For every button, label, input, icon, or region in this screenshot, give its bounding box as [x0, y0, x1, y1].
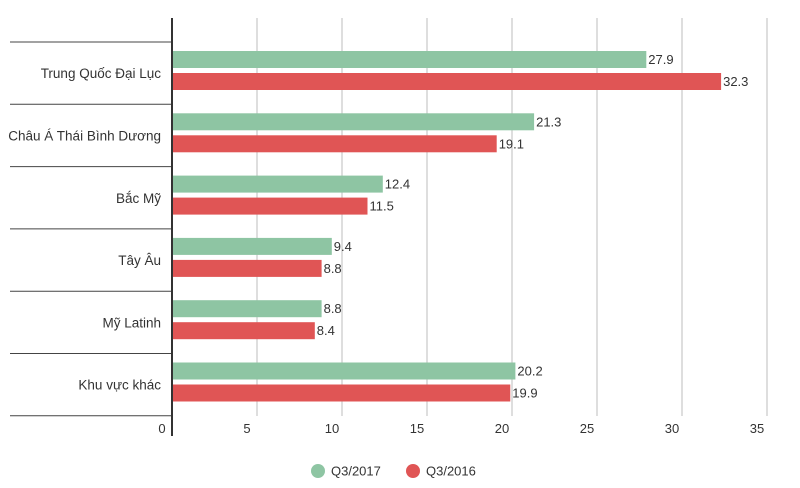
category-label-trung-quoc-dai-luc: Trung Quốc Đại Lục [41, 66, 162, 81]
category-labels: Trung Quốc Đại Lục Châu Á Thái Bình Dương… [8, 66, 162, 393]
data-label-tay-au-q3-2017: 9.4 [334, 239, 352, 254]
x-tick-labels: 0 5 10 15 20 25 30 35 [158, 421, 764, 436]
bar-my-latinh-q3-2017 [172, 300, 322, 318]
category-label-tay-au: Tây Âu [118, 253, 161, 268]
x-tick-label-10: 10 [325, 421, 339, 436]
x-tick-label-0: 0 [158, 421, 165, 436]
x-tick-label-15: 15 [410, 421, 424, 436]
data-label-my-latinh-q3-2017: 8.8 [324, 301, 342, 316]
data-label-tay-au-q3-2016: 8.8 [324, 261, 342, 276]
category-label-chau-a-thai-binh-duong: Châu Á Thái Bình Dương [8, 128, 161, 143]
bar-chau-a-thai-binh-duong-q3-2016 [172, 135, 497, 153]
bar-khu-vuc-khac-q3-2016 [172, 384, 511, 402]
data-labels: 27.9 32.3 21.3 19.1 12.4 11.5 9.4 8.8 8.8 8.4 20.2… [317, 52, 749, 401]
bar-chau-a-thai-binh-duong-q3-2017 [172, 113, 535, 131]
bar-trung-quoc-dai-luc-q3-2016 [172, 73, 722, 90]
data-label-chau-a-thai-binh-duong-q3-2017: 21.3 [536, 114, 561, 129]
legend: Q3/2017 Q3/2016 [311, 464, 476, 479]
category-label-bac-my: Bắc Mỹ [116, 191, 161, 206]
bar-tay-au-q3-2016 [172, 259, 322, 277]
category-label-my-latinh: Mỹ Latinh [102, 315, 161, 330]
legend-marker-q3-2016 [406, 464, 420, 478]
bar-bac-my-q3-2016 [172, 197, 368, 215]
bar-khu-vuc-khac-q3-2017 [172, 362, 516, 380]
x-tick-label-35: 35 [750, 421, 764, 436]
x-tick-label-5: 5 [243, 421, 250, 436]
data-label-trung-quoc-dai-luc-q3-2016: 32.3 [723, 74, 748, 89]
bar-my-latinh-q3-2016 [172, 322, 315, 340]
data-label-khu-vuc-khac-q3-2017: 20.2 [517, 364, 542, 379]
bars [172, 51, 722, 402]
data-label-bac-my-q3-2016: 11.5 [370, 199, 394, 214]
x-tick-label-25: 25 [580, 421, 594, 436]
data-label-chau-a-thai-binh-duong-q3-2016: 19.1 [499, 136, 524, 151]
bar-tay-au-q3-2017 [172, 237, 332, 255]
data-label-trung-quoc-dai-luc-q3-2017: 27.9 [648, 52, 673, 67]
legend-label-q3-2017: Q3/2017 [331, 464, 381, 479]
data-label-my-latinh-q3-2016: 8.4 [317, 323, 335, 338]
bar-trung-quoc-dai-luc-q3-2017 [172, 51, 647, 68]
category-label-khu-vuc-khac: Khu vực khác [78, 378, 161, 393]
x-tick-label-30: 30 [665, 421, 679, 436]
legend-marker-q3-2017 [311, 464, 325, 478]
x-tick-label-20: 20 [495, 421, 509, 436]
category-separators [10, 41, 172, 417]
legend-label-q3-2016: Q3/2016 [426, 464, 476, 479]
bar-bac-my-q3-2017 [172, 175, 383, 193]
data-label-khu-vuc-khac-q3-2016: 19.9 [512, 386, 537, 401]
data-label-bac-my-q3-2017: 12.4 [385, 177, 410, 192]
